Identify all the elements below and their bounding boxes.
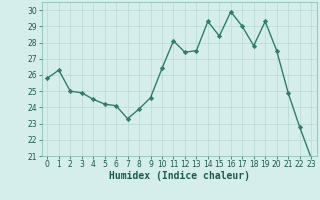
X-axis label: Humidex (Indice chaleur): Humidex (Indice chaleur): [109, 171, 250, 181]
